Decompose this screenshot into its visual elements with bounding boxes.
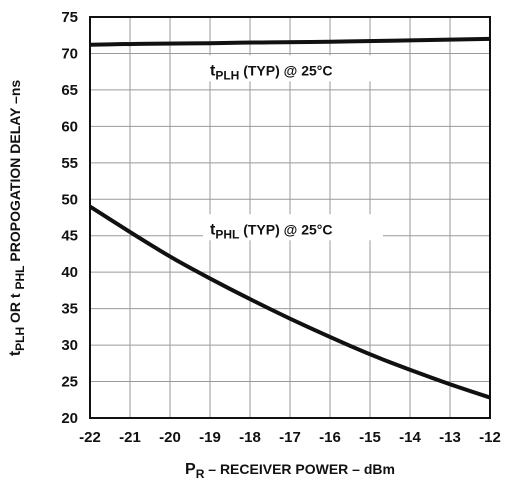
series-line-tphl [88,204,491,400]
x-tick-label: -17 [279,429,301,446]
x-tick-label: -15 [359,429,381,446]
y-tick-label: 50 [61,191,78,208]
x-tick-label: -12 [479,429,501,446]
series-layer [88,36,491,400]
y-tick-label: 75 [61,9,78,26]
y-tick-label: 20 [61,410,78,427]
plot-frame [89,16,491,419]
x-tick-label: -14 [399,429,421,446]
x-tick-label: -19 [199,429,221,446]
y-axis-label-t1: t [7,350,24,356]
annotation-layer: tPLH (TYP) @ 25°C tPHL (TYP) @ 25°C [203,55,383,241]
series-line-tplh [89,36,491,47]
y-tick-label: 70 [61,45,78,62]
plot-border [89,16,491,419]
y-tick-label: 45 [61,228,78,245]
y-axis-label-sub2: PHL [13,266,27,290]
x-tick-label: -13 [439,429,461,446]
annotation-background [203,55,383,82]
x-tick-label: -21 [119,429,141,446]
annotation-label-tphl: tPHL (TYP) @ 25°C [210,221,332,241]
x-tick-label: -22 [79,429,101,446]
x-tick-label: -20 [159,429,181,446]
y-tick-label: 25 [61,374,78,391]
annotation-background [203,214,383,241]
x-axis-label-sub: R [196,467,205,481]
y-axis-label-rest: PROPOGATION DELAY –ns [7,80,23,266]
y-axis-label-mid: OR t [7,290,23,327]
y-tick-label: 30 [61,337,78,354]
y-axis-label: tPLH OR t PHL PROPOGATION DELAY –ns [7,80,27,357]
y-tick-label: 65 [61,82,78,99]
y-tick-label: 60 [61,118,78,135]
y-tick-label: 40 [61,264,78,281]
annotation-label-tplh: tPLH (TYP) @ 25°C [210,62,332,82]
x-tick-label: -16 [319,429,341,446]
x-axis-label: PR – RECEIVER POWER – dBm [185,461,395,481]
y-axis-label-sub1: PLH [13,327,27,351]
y-tick-label: 55 [61,155,78,172]
x-axis-label-rest: – RECEIVER POWER – dBm [204,461,395,477]
tick-labels: -22 -21 -20 -19 -18 -17 -16 -15 -14 -13 -12 20 25 30 3… [61,9,501,446]
x-axis-label-main: P [185,461,196,478]
x-tick-label: -18 [239,429,261,446]
y-tick-label: 35 [61,301,78,318]
